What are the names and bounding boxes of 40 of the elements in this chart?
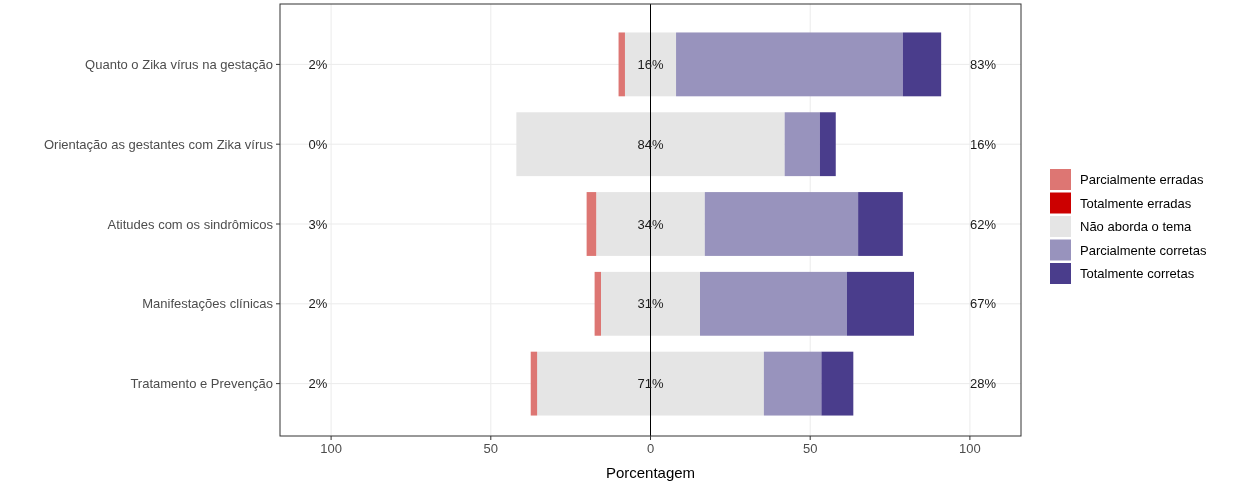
annotation: 67% [969, 296, 997, 312]
bar [700, 271, 847, 336]
y-tick-label: Orientação as gestantes com Zika vírus [43, 136, 274, 152]
legend-label: Totalmente corretas [1080, 266, 1195, 282]
bar [763, 351, 822, 416]
bar [530, 351, 538, 416]
legend-label: Parcialmente erradas [1080, 172, 1205, 188]
x-tick-label: 50 [802, 441, 818, 456]
bar [704, 192, 859, 256]
y-tick-label: Quanto o Zika vírus na gestação [85, 56, 273, 72]
x-tick-label: 100 [320, 441, 342, 456]
y-tick-label: Atitudes com os sindrômicos [107, 216, 274, 232]
annotation: 3% [308, 216, 328, 232]
annotation: 62% [969, 216, 997, 232]
bar [784, 112, 820, 177]
annotation: 2% [308, 376, 328, 392]
annotation: 16% [969, 136, 997, 152]
bar [819, 112, 836, 177]
legend-label: Totalmente erradas [1080, 195, 1192, 211]
x-tick-label: 100 [959, 441, 981, 456]
bar [821, 351, 854, 416]
annotation: 0% [308, 136, 328, 152]
bar [676, 32, 903, 97]
x-axis-title: Porcentagem [605, 464, 696, 481]
x-tick-label: 50 [483, 441, 499, 456]
bar [594, 271, 601, 336]
legend-label: Parcialmente corretas [1080, 242, 1207, 258]
y-tick-label: Tratamento e Prevenção [130, 376, 273, 392]
annotation: 2% [308, 56, 328, 72]
bar [846, 271, 914, 336]
bar [858, 192, 903, 256]
annotation: 28% [969, 376, 997, 392]
bar [618, 32, 625, 97]
y-tick-label: Manifestações clínicas [142, 296, 274, 312]
bar [586, 192, 597, 256]
legend-label: Não aborda o tema [1080, 219, 1193, 235]
annotation: 2% [308, 296, 328, 312]
bar [902, 32, 942, 97]
x-tick-label: 0 [646, 441, 655, 456]
annotation: 83% [969, 56, 997, 72]
